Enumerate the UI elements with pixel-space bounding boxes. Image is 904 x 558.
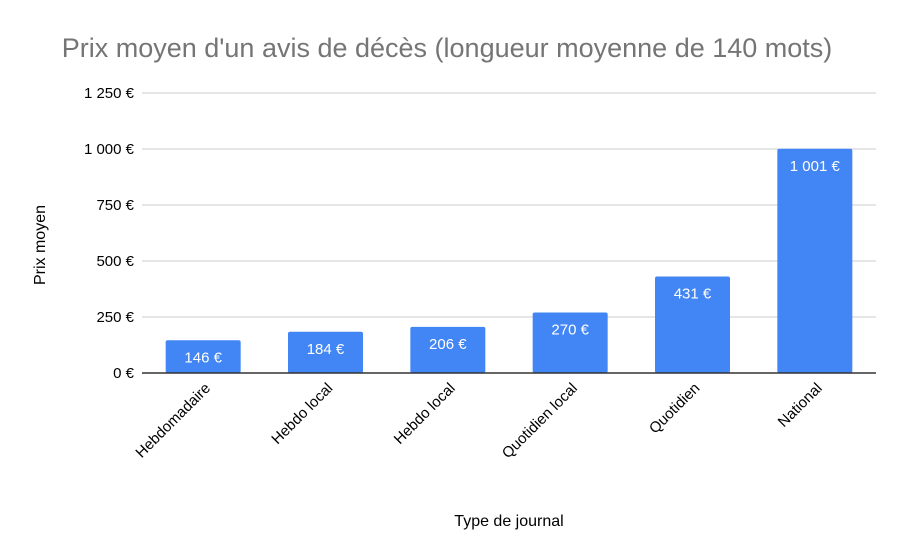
bar-value-label: 184 € (307, 341, 345, 358)
x-tick-label: Hebdomadaire (132, 380, 214, 462)
gridlines (142, 92, 876, 318)
bar (532, 312, 608, 373)
bar-value-label: 1 001 € (790, 158, 841, 175)
y-axis-label: Prix moyen (32, 205, 49, 285)
bar (655, 276, 730, 373)
y-tick-label: 1 250 € (84, 85, 135, 102)
bar-value-labels: 146 € 184 € 206 € 270 € 431 € 1 001 € (184, 158, 840, 367)
bar-value-label: 270 € (551, 322, 589, 339)
bar-value-label: 206 € (429, 336, 467, 353)
bar-value-label: 431 € (674, 285, 712, 302)
x-axis-label: Type de journal (454, 513, 563, 530)
bar (288, 331, 363, 373)
x-tick-label: Quotidien (646, 380, 703, 437)
x-tick-label: Hebdo local (268, 380, 336, 448)
y-tick-label: 1 000 € (84, 141, 135, 158)
y-tick-label: 500 € (96, 253, 134, 270)
y-tick-label: 0 € (113, 365, 135, 382)
x-tick-label: Hebdo local (391, 380, 459, 448)
bar-value-label: 146 € (184, 349, 222, 366)
bars (165, 148, 853, 373)
x-tick-label: National (775, 380, 826, 431)
x-axis-ticks: Hebdomadaire Hebdo local Hebdo local Quotid… (132, 380, 825, 462)
bar (165, 340, 241, 373)
y-axis-ticks: 0 € 250 € 500 € 750 € 1 000 € 1 250 € (84, 85, 135, 382)
x-tick-label: Quotidien local (499, 380, 581, 462)
bar (410, 326, 486, 373)
y-tick-label: 750 € (96, 197, 134, 214)
y-tick-label: 250 € (96, 309, 134, 326)
chart-title: Prix moyen d'un avis de décès (longueur … (62, 33, 833, 63)
bar (777, 148, 853, 373)
